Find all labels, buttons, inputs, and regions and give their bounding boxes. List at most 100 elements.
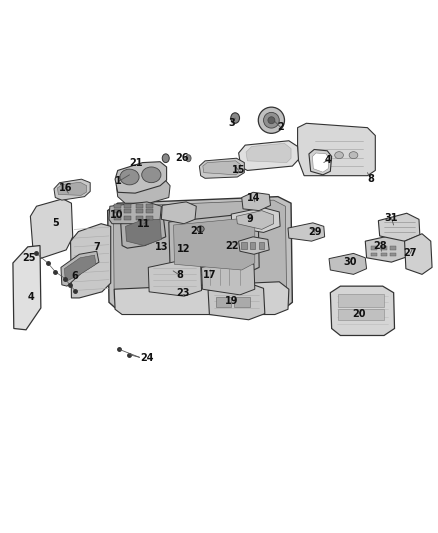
Polygon shape xyxy=(242,192,271,211)
Polygon shape xyxy=(246,143,291,163)
Bar xyxy=(241,243,247,249)
Polygon shape xyxy=(117,179,170,203)
Bar xyxy=(136,204,143,208)
Ellipse shape xyxy=(335,152,343,159)
Bar xyxy=(338,309,384,320)
Polygon shape xyxy=(161,202,196,224)
Text: 15: 15 xyxy=(232,165,245,175)
Text: 3: 3 xyxy=(229,118,236,128)
Text: 8: 8 xyxy=(176,270,183,280)
Text: 2: 2 xyxy=(277,122,283,132)
Bar xyxy=(146,216,153,220)
Bar xyxy=(259,243,264,249)
Bar xyxy=(136,209,143,213)
Text: 5: 5 xyxy=(52,218,59,228)
Bar xyxy=(114,216,121,220)
Ellipse shape xyxy=(162,154,169,163)
Polygon shape xyxy=(288,223,325,241)
Text: 9: 9 xyxy=(246,214,253,224)
Polygon shape xyxy=(237,211,274,229)
Text: 28: 28 xyxy=(374,240,387,251)
Text: 1: 1 xyxy=(115,176,122,187)
Polygon shape xyxy=(13,246,41,330)
Text: 26: 26 xyxy=(175,153,189,163)
Polygon shape xyxy=(57,182,87,195)
Ellipse shape xyxy=(258,107,285,133)
Polygon shape xyxy=(378,213,420,241)
Polygon shape xyxy=(109,202,161,224)
Polygon shape xyxy=(312,153,329,172)
Bar xyxy=(114,209,121,213)
Ellipse shape xyxy=(120,169,139,185)
Text: 21: 21 xyxy=(129,158,143,167)
Polygon shape xyxy=(61,251,99,286)
Bar xyxy=(124,209,131,213)
Polygon shape xyxy=(297,123,375,176)
Bar xyxy=(250,243,255,249)
Polygon shape xyxy=(113,200,287,306)
Text: 11: 11 xyxy=(137,219,151,229)
Polygon shape xyxy=(239,237,269,254)
Polygon shape xyxy=(208,283,265,320)
Text: 30: 30 xyxy=(343,257,357,267)
Text: 4: 4 xyxy=(325,155,332,165)
Ellipse shape xyxy=(264,112,279,128)
Text: 7: 7 xyxy=(93,242,100,252)
Text: 14: 14 xyxy=(247,192,261,203)
Polygon shape xyxy=(121,215,166,248)
Polygon shape xyxy=(203,161,241,175)
Bar xyxy=(136,216,143,220)
Polygon shape xyxy=(115,161,166,193)
Polygon shape xyxy=(330,286,395,335)
Text: 19: 19 xyxy=(225,296,239,306)
Text: 22: 22 xyxy=(225,240,239,251)
Text: 4: 4 xyxy=(28,292,35,302)
Polygon shape xyxy=(239,141,298,171)
Bar xyxy=(381,246,387,251)
Bar xyxy=(371,246,377,251)
Bar xyxy=(390,246,396,251)
Polygon shape xyxy=(173,219,255,270)
Polygon shape xyxy=(405,234,432,274)
Polygon shape xyxy=(148,260,201,296)
Polygon shape xyxy=(201,260,255,295)
Text: 31: 31 xyxy=(385,214,398,223)
Text: 23: 23 xyxy=(177,288,190,298)
Bar xyxy=(381,253,387,256)
Polygon shape xyxy=(30,199,73,259)
Text: 6: 6 xyxy=(71,271,78,281)
Polygon shape xyxy=(231,207,280,232)
Polygon shape xyxy=(64,255,96,282)
Polygon shape xyxy=(169,214,259,275)
Polygon shape xyxy=(71,224,111,298)
Text: 20: 20 xyxy=(352,309,365,319)
Polygon shape xyxy=(199,158,244,179)
Text: 8: 8 xyxy=(367,174,374,184)
Polygon shape xyxy=(329,253,367,274)
Text: 17: 17 xyxy=(203,270,216,280)
Ellipse shape xyxy=(142,167,161,183)
Text: 12: 12 xyxy=(177,244,191,254)
Ellipse shape xyxy=(319,152,328,159)
Polygon shape xyxy=(114,282,289,314)
Text: 27: 27 xyxy=(403,248,417,259)
Bar xyxy=(371,253,377,256)
Bar xyxy=(146,209,153,213)
Ellipse shape xyxy=(268,117,275,124)
Polygon shape xyxy=(126,220,161,246)
Text: 25: 25 xyxy=(22,253,36,263)
Bar xyxy=(124,204,131,208)
Polygon shape xyxy=(108,197,292,310)
Ellipse shape xyxy=(349,152,358,159)
Text: 29: 29 xyxy=(308,228,322,237)
Ellipse shape xyxy=(186,155,191,161)
Text: 10: 10 xyxy=(110,210,123,220)
Text: 13: 13 xyxy=(155,242,168,252)
Ellipse shape xyxy=(197,226,204,232)
Bar xyxy=(390,253,396,256)
Bar xyxy=(124,216,131,220)
Polygon shape xyxy=(365,235,407,262)
Bar xyxy=(234,297,250,306)
Text: 21: 21 xyxy=(191,225,204,236)
Bar xyxy=(215,297,231,306)
